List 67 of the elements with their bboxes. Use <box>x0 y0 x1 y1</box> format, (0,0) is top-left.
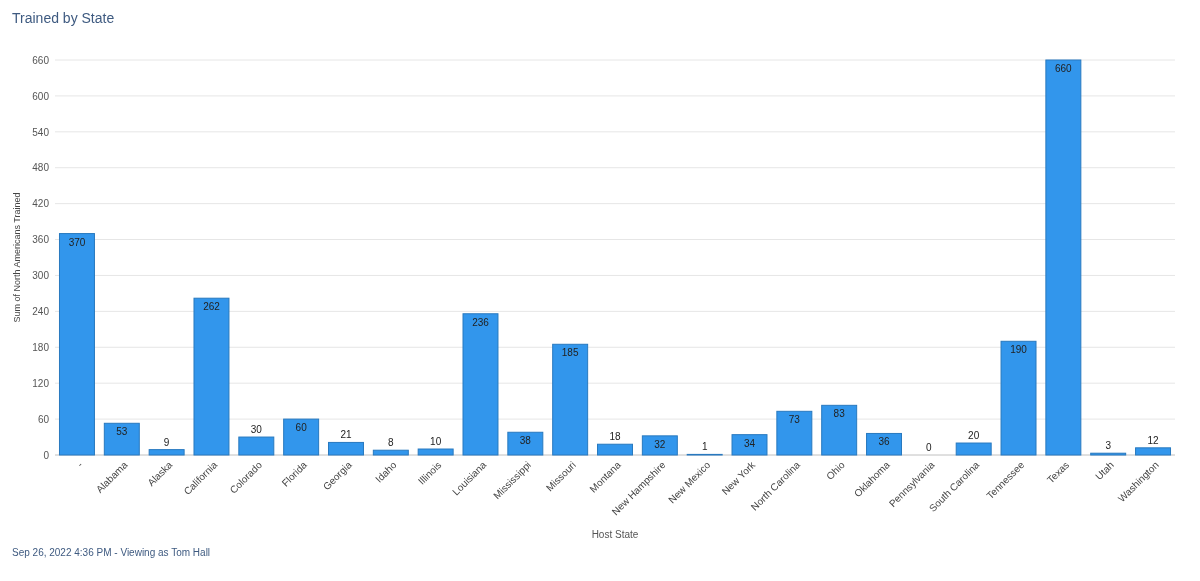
chart-title: Trained by State <box>12 10 115 26</box>
y-tick-label: 300 <box>32 270 50 282</box>
data-label: 60 <box>295 422 308 434</box>
bar <box>283 418 320 456</box>
data-label: 21 <box>340 429 352 441</box>
bar <box>552 343 589 456</box>
data-label: 262 <box>203 301 221 313</box>
data-label: 185 <box>561 347 579 359</box>
data-label: 8 <box>388 437 395 449</box>
data-label: 0 <box>926 442 933 453</box>
data-label: 73 <box>788 414 801 426</box>
bar <box>1045 59 1082 456</box>
bar <box>328 441 364 456</box>
data-label: 3 <box>1105 440 1112 452</box>
data-label: 38 <box>519 435 532 447</box>
bar <box>372 449 409 456</box>
bar <box>866 432 902 456</box>
data-label: 236 <box>472 316 490 328</box>
bar <box>417 448 454 456</box>
y-axis-title: Sum of North Americans Trained <box>12 192 22 323</box>
x-tick-label: New York <box>719 458 758 497</box>
x-axis-title: Host State <box>591 529 639 540</box>
data-label: 32 <box>654 438 666 450</box>
bar <box>955 442 992 456</box>
data-label: 12 <box>1147 434 1160 446</box>
bar <box>462 313 499 456</box>
data-label: 36 <box>878 436 891 448</box>
y-tick-label: 540 <box>32 126 50 138</box>
y-tick-label: 480 <box>32 162 50 174</box>
data-label: 190 <box>1010 344 1028 356</box>
bar <box>103 422 140 456</box>
y-tick-label: 60 <box>37 413 50 425</box>
y-tick-label: 660 <box>32 54 50 66</box>
bar <box>238 436 275 456</box>
x-tick-label: Utah <box>1093 459 1116 482</box>
bar <box>641 435 678 456</box>
data-label: 370 <box>68 236 86 248</box>
bar <box>821 404 858 456</box>
y-tick-label: 360 <box>32 234 50 246</box>
data-label: 660 <box>1055 63 1073 74</box>
data-label: 30 <box>250 424 263 436</box>
bar <box>731 434 768 456</box>
y-tick-label: 420 <box>32 198 50 210</box>
text: Sep 26, 2022 4:36 PM - Viewing as Tom Hall <box>12 547 211 558</box>
bar <box>507 431 544 456</box>
data-label: 20 <box>968 430 980 442</box>
bar <box>148 449 185 456</box>
bar <box>776 410 813 456</box>
bar <box>193 297 230 456</box>
data-label: 1 <box>701 441 708 453</box>
x-tick-label: - <box>74 459 85 470</box>
data-label: 53 <box>116 426 128 438</box>
data-label: 10 <box>430 436 442 448</box>
bar <box>58 233 95 456</box>
y-tick-label: 600 <box>32 90 50 102</box>
bar <box>1135 447 1172 456</box>
y-tick-label: 0 <box>43 449 50 461</box>
x-tick-label: Ohio <box>824 458 848 482</box>
y-tick-label: 120 <box>32 377 50 389</box>
bar <box>1000 340 1037 456</box>
data-label: 18 <box>609 431 621 443</box>
y-tick-label: 240 <box>32 306 50 318</box>
y-tick-label: 180 <box>32 341 50 353</box>
data-label: 83 <box>833 408 846 420</box>
bar <box>597 443 633 456</box>
data-label: 9 <box>163 436 170 448</box>
data-label: 34 <box>743 437 756 449</box>
